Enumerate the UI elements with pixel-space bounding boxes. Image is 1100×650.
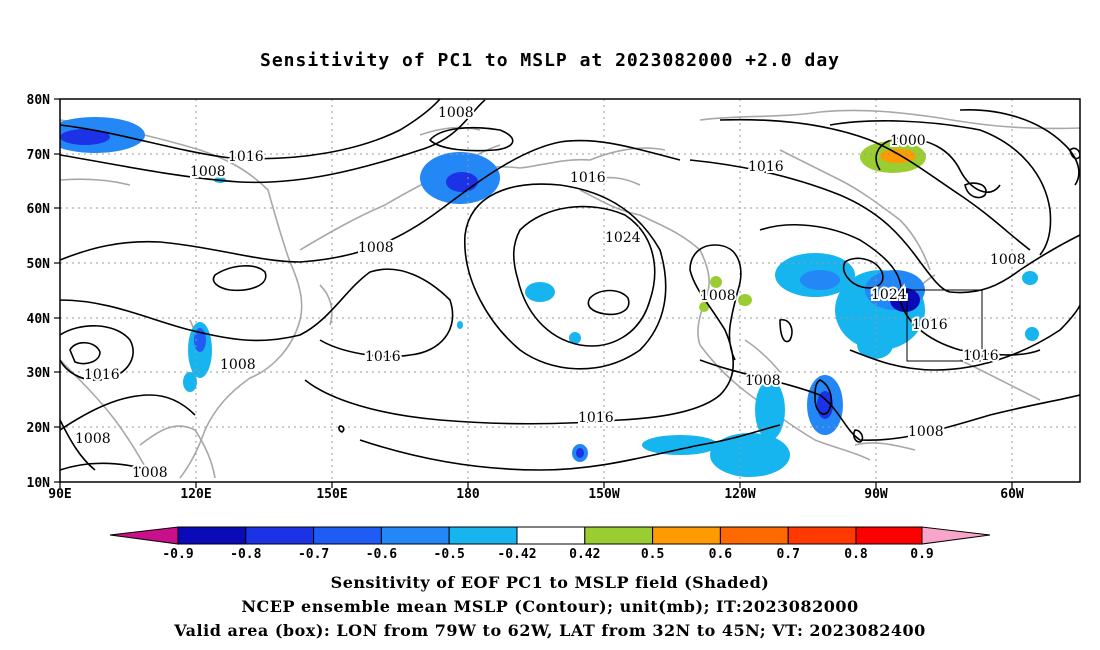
contour-label: 1008 [438,105,474,121]
contour-label: 1016 [570,170,606,186]
contour-label: 1008 [358,240,394,256]
colorbar-label: -0.9 [162,547,193,562]
colorbar-label: -0.8 [230,547,261,562]
contour-label: 1016 [963,348,999,364]
colorbar-swatch [313,526,382,545]
contour-label: 1008 [990,252,1026,268]
lat-label: 50N [27,257,51,272]
mslp-contours [60,99,1080,471]
lon-label: 90E [48,487,71,502]
caption-line-3: Valid area (box): LON from 79W to 62W, L… [174,621,926,640]
colorbar-swatch [380,526,450,545]
lat-label: 60N [27,202,51,217]
contour-label: 1000 [890,133,926,149]
lat-label: 40N [27,312,51,327]
colorbar-low-arrow [109,526,179,545]
colorbar-swatch [245,526,315,545]
plot-frame [59,98,1081,483]
contour-label: 1008 [132,465,168,481]
contour-label: 1008 [220,357,256,373]
lon-label: 150W [588,487,619,502]
caption-line-1: Sensitivity of EOF PC1 to MSLP field (Sh… [330,573,770,592]
colorbar-swatch [177,526,247,545]
lon-label: 90W [864,487,888,502]
colorbar-label: 0.6 [709,547,733,562]
latitude-labels: 80N 70N 60N 50N 40N 30N 20N 10N [27,93,51,491]
lon-label: 150E [316,487,347,502]
colorbar-label: -0.6 [366,547,397,562]
valid-area-box [906,289,983,362]
map-plot-area [60,99,1080,482]
lon-label: 120W [724,487,755,502]
contour-label: 1008 [745,373,781,389]
colorbar-labels: -0.9 -0.8 -0.7 -0.6 -0.5 -0.42 0.42 0.5 … [162,547,933,562]
contour-label: 1008 [190,164,226,180]
sensitivity-shading [60,117,1039,477]
contour-label: 1008 [908,424,944,440]
contour-label: 1016 [365,349,401,365]
contour-label: 1016 [748,159,784,175]
colorbar-swatch [652,526,721,545]
colorbar [109,526,991,545]
caption-line-2: NCEP ensemble mean MSLP (Contour); unit(… [241,597,859,616]
lat-label: 30N [27,366,51,381]
longitude-labels: 90E 120E 150E 180 150W 120W 90W 60W [48,487,1024,502]
contour-label: 1016 [578,410,614,426]
lat-label: 10N [27,476,51,491]
contour-label: 1016 [912,317,948,333]
colorbar-swatch [516,526,586,545]
lat-label: 20N [27,421,51,436]
colorbar-label: 0.8 [844,547,868,562]
lon-label: 180 [456,487,480,502]
contour-label: 1008 [700,288,736,304]
map-title: Sensitivity of PC1 to MSLP at 2023082000… [259,50,840,71]
contour-label: 1016 [84,367,120,383]
colorbar-swatch [787,526,857,545]
contour-label: 1008 [75,431,111,447]
colorbar-label: -0.7 [298,547,329,562]
lon-label: 120E [180,487,211,502]
colorbar-label: -0.5 [434,547,465,562]
colorbar-label: -0.42 [497,547,536,562]
lon-label: 60W [1000,487,1024,502]
colorbar-swatch [719,526,789,545]
lat-label: 80N [27,93,51,108]
contour-labels: 1008 1016 1008 1016 1008 1024 1016 1000 … [73,103,1028,483]
colorbar-label: 0.5 [641,547,664,562]
colorbar-high-arrow [921,526,991,545]
lat-label: 70N [27,148,51,163]
contour-label: 1024 [605,230,641,246]
contour-label: 1024 [871,287,907,303]
axis-ticks [54,98,1013,488]
colorbar-swatch [584,526,654,545]
colorbar-label: 0.7 [776,547,799,562]
colorbar-swatch [855,526,923,545]
colorbar-swatch [448,526,518,545]
contour-label: 1016 [228,149,264,165]
colorbar-label: 0.9 [910,547,933,562]
colorbar-label: 0.42 [569,547,600,562]
